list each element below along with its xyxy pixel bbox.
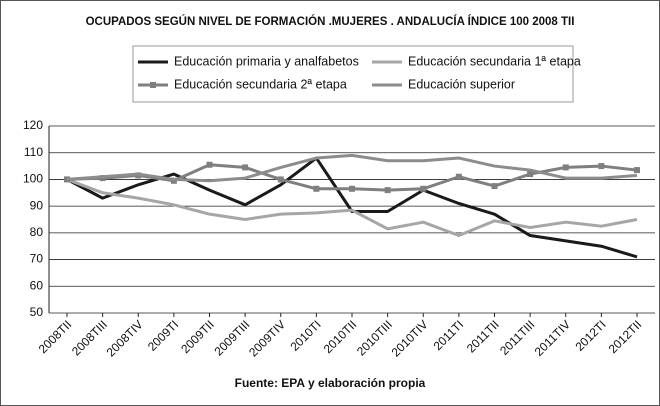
- marker: [277, 176, 284, 183]
- marker: [455, 173, 462, 180]
- source: Fuente: EPA y elaboración propia: [235, 376, 426, 390]
- y-tick-label: 120: [23, 118, 43, 132]
- chart-title: OCUPADOS SEGÚN NIVEL DE FORMACIÓN .MUJER…: [86, 15, 575, 28]
- legend-label: Educación superior: [408, 77, 515, 91]
- marker: [420, 185, 427, 192]
- marker: [313, 185, 320, 192]
- marker: [349, 185, 355, 192]
- legend-label: Educación primaria y analfabetos: [174, 54, 359, 68]
- y-tick-label: 80: [30, 225, 44, 239]
- y-tick-label: 70: [30, 252, 44, 266]
- y-tick-label: 50: [30, 305, 44, 319]
- legend-label: Educación secundaria 1ª etapa: [408, 54, 581, 68]
- marker: [491, 183, 498, 190]
- marker: [562, 164, 569, 171]
- y-tick-label: 60: [30, 278, 44, 292]
- series-line: [66, 178, 638, 238]
- y-tick-label: 100: [23, 172, 43, 186]
- legend-label: Educación secundaria 2ª etapa: [174, 77, 347, 91]
- marker: [242, 164, 249, 171]
- marker: [384, 187, 391, 194]
- marker: [527, 171, 534, 178]
- series-line: [66, 153, 638, 183]
- legend-marker: [150, 82, 156, 88]
- y-tick-label: 110: [24, 145, 43, 159]
- marker: [634, 167, 640, 174]
- marker: [598, 163, 605, 170]
- legend-box: [132, 45, 574, 103]
- y-tick-label: 90: [30, 198, 44, 212]
- marker: [206, 161, 213, 168]
